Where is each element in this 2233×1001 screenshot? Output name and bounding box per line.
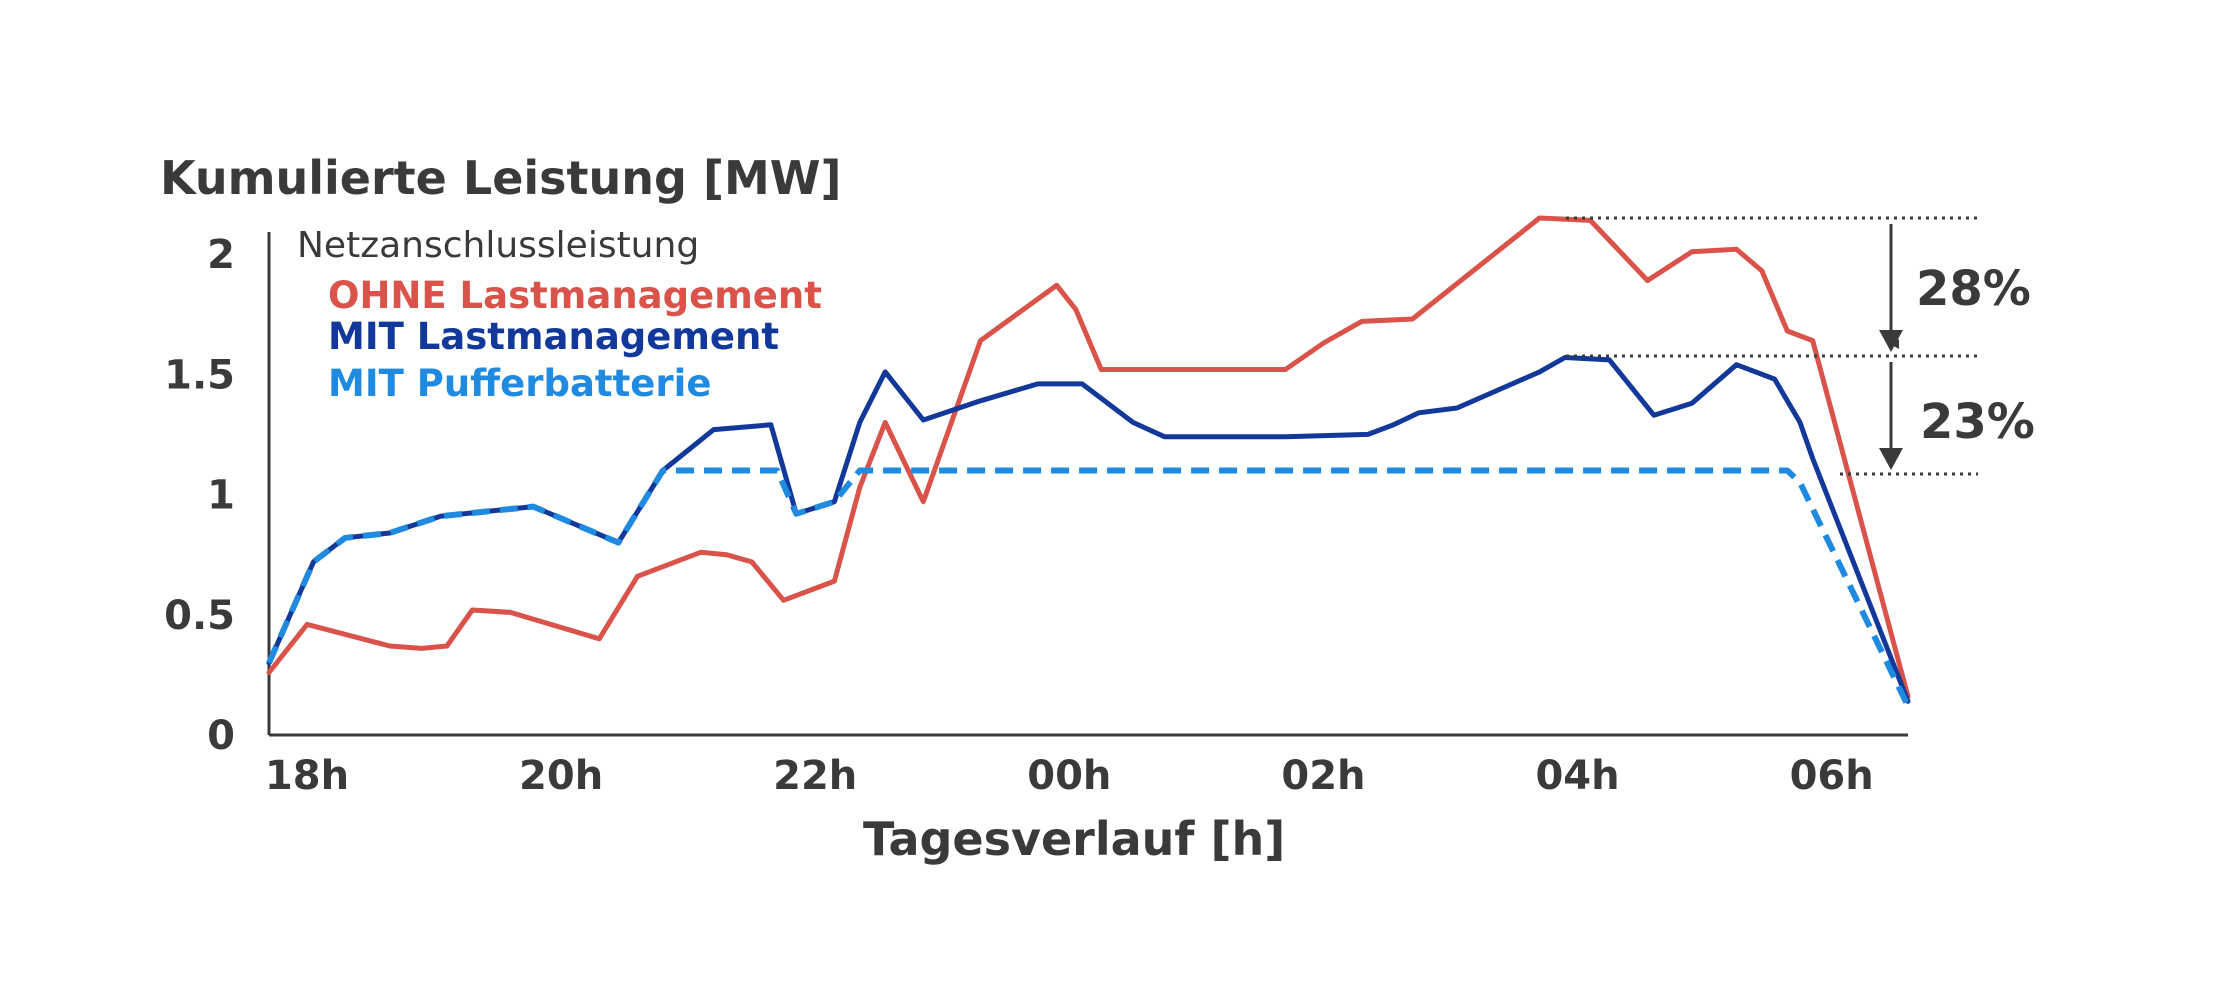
arrowhead-23-percent [1879,448,1903,470]
series-line-mit-lastmanagement [266,355,1911,704]
x-tick-label: 04h [1535,753,1619,799]
y-tick-label: 2 [207,232,235,278]
annotation-23-percent: 23% [1920,394,2035,450]
x-tick-label: 00h [1027,753,1111,799]
legend-entry-ohne-lastmanagement: OHNE Lastmanagement [328,274,822,317]
y-axis-label: Kumulierte Leistung [MW] [160,151,842,205]
series-line-ohne-lastmanagement [266,215,1911,699]
y-tick-label: 1 [207,473,235,519]
y-tick-label: 0 [207,713,235,759]
y-tick-label: 1.5 [164,352,235,398]
legend-entry-mit-lastmanagement: MIT Lastmanagement [328,315,779,358]
legend-title: Netzanschlussleistung [297,225,699,266]
y-tick-label: 0.5 [164,593,235,639]
legend-entry-mit-pufferbatterie: MIT Pufferbatterie [328,362,711,405]
x-tick-label: 18h [265,753,349,799]
arrowhead-28-percent [1879,330,1903,352]
x-tick-label: 22h [773,753,857,799]
legend: Netzanschlussleistung OHNE Lastmanagemen… [297,225,822,405]
x-tick-label: 06h [1790,753,1874,799]
x-tick-label: 20h [519,753,603,799]
x-axis-label: Tagesverlauf [h] [863,812,1285,866]
annotation-28-percent: 28% [1916,261,2031,317]
x-tick-label: 02h [1281,753,1365,799]
series-line-mit-pufferbatterie [266,467,1911,708]
